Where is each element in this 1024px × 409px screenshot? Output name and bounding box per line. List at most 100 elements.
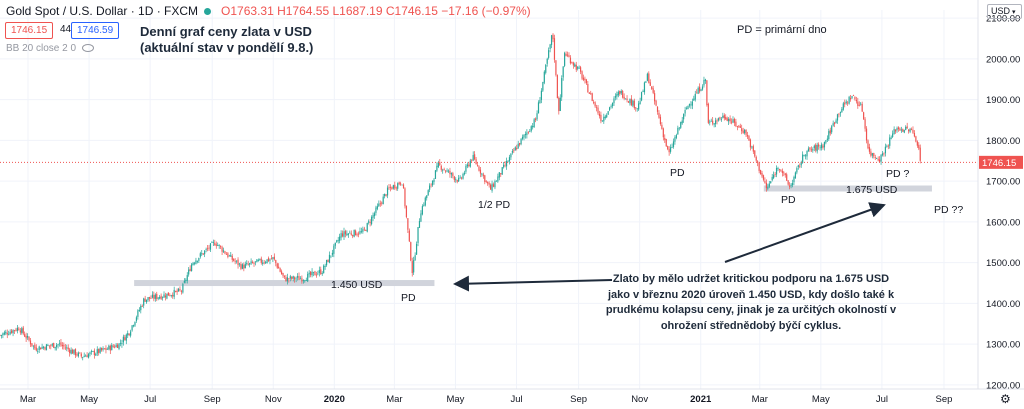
- candle-body: [394, 184, 396, 189]
- candle-body: [244, 264, 246, 269]
- candle-body: [220, 246, 222, 247]
- candle-body: [582, 77, 585, 80]
- candle-body: [362, 229, 364, 232]
- candle-body: [413, 260, 415, 273]
- candle-body: [98, 348, 100, 353]
- candle-body: [741, 128, 743, 132]
- candle-body: [717, 118, 720, 121]
- x-tick-label: May: [446, 394, 464, 405]
- x-tick-label: Mar: [20, 394, 36, 405]
- candle-body: [847, 102, 849, 104]
- candle-body: [700, 89, 702, 91]
- candle-body: [21, 328, 23, 333]
- candle-body: [346, 233, 348, 236]
- candle-body: [34, 344, 36, 349]
- x-tick-label: Jul: [510, 394, 522, 405]
- candle-body: [151, 294, 154, 298]
- candle-body: [571, 62, 573, 64]
- candle-body: [889, 137, 891, 146]
- sell-price-button[interactable]: 1746.15: [5, 22, 54, 39]
- candle-body: [45, 344, 48, 351]
- candle-body: [131, 325, 133, 331]
- candle-body: [119, 342, 122, 344]
- candle-body: [815, 144, 817, 151]
- candle-body: [651, 86, 653, 89]
- candle-body: [192, 262, 194, 266]
- candle-body: [789, 185, 791, 187]
- candle-body: [247, 263, 249, 265]
- candle-body: [500, 173, 502, 175]
- candle-body: [388, 187, 390, 189]
- candle-body: [368, 221, 370, 223]
- candle-body: [262, 262, 264, 264]
- candle-body: [517, 143, 519, 149]
- candle-body: [529, 131, 531, 133]
- candle-body: [479, 169, 482, 174]
- candle-body: [490, 184, 492, 190]
- candle-body: [228, 255, 230, 257]
- candle-body: [74, 349, 77, 356]
- candle-body: [305, 280, 307, 281]
- candle-body: [873, 153, 875, 157]
- candle-body: [321, 273, 323, 274]
- candle-body: [291, 276, 293, 279]
- candle-body: [172, 295, 174, 297]
- candle-body: [844, 102, 846, 105]
- candle-body: [315, 274, 318, 276]
- candle-body: [857, 101, 859, 106]
- candle-body: [714, 120, 717, 125]
- candle-body: [114, 346, 116, 348]
- candle-body: [42, 346, 45, 348]
- candle-body: [437, 162, 439, 167]
- candle-body: [96, 349, 98, 354]
- candle-body: [108, 345, 110, 350]
- candle-body: [238, 263, 241, 265]
- candle-body: [99, 348, 101, 353]
- x-tick-label: Jul: [144, 394, 156, 405]
- candle-body: [658, 112, 660, 118]
- candle-body: [95, 353, 97, 356]
- candle-body: [699, 86, 701, 92]
- headline-line1: Denní graf ceny zlata v USD: [140, 24, 312, 39]
- candle-body: [521, 136, 524, 139]
- candle-body: [373, 213, 376, 217]
- candle-body: [401, 184, 403, 186]
- candle-body: [64, 347, 66, 349]
- candle-body: [311, 271, 313, 276]
- candle-body: [154, 294, 156, 299]
- candle-body: [485, 180, 487, 182]
- candle-body: [746, 135, 749, 137]
- candle-body: [159, 296, 161, 299]
- market-status-icon: [204, 8, 212, 16]
- candle-body: [572, 62, 574, 66]
- candle-body: [325, 259, 328, 266]
- candle-body: [121, 342, 123, 345]
- currency-dropdown[interactable]: USD ▾: [987, 4, 1022, 19]
- buy-price-button[interactable]: 1746.59: [71, 22, 120, 39]
- candle-body: [908, 129, 910, 132]
- eye-icon[interactable]: [82, 44, 95, 53]
- candle-body: [566, 54, 569, 56]
- candle-body: [820, 144, 823, 149]
- candle-body: [308, 272, 310, 275]
- indicator-legend[interactable]: BB 20 close 2 0: [6, 43, 95, 54]
- gear-icon[interactable]: ⚙: [1000, 392, 1011, 406]
- candle-body: [182, 283, 184, 293]
- support-band: [763, 185, 932, 192]
- candle-body: [813, 145, 815, 149]
- candle-body: [848, 96, 850, 104]
- candle-body: [617, 91, 619, 96]
- candle-body: [177, 288, 180, 292]
- candle-body: [183, 280, 185, 283]
- candle-body: [40, 347, 42, 350]
- candle-body: [712, 120, 714, 124]
- candle-body: [103, 348, 106, 350]
- candle-body: [150, 298, 152, 299]
- last-price-label: 1746.15: [982, 158, 1016, 169]
- candle-body: [278, 266, 280, 269]
- candle-body: [164, 295, 167, 298]
- candle-body: [421, 206, 423, 215]
- candle-body: [391, 187, 393, 190]
